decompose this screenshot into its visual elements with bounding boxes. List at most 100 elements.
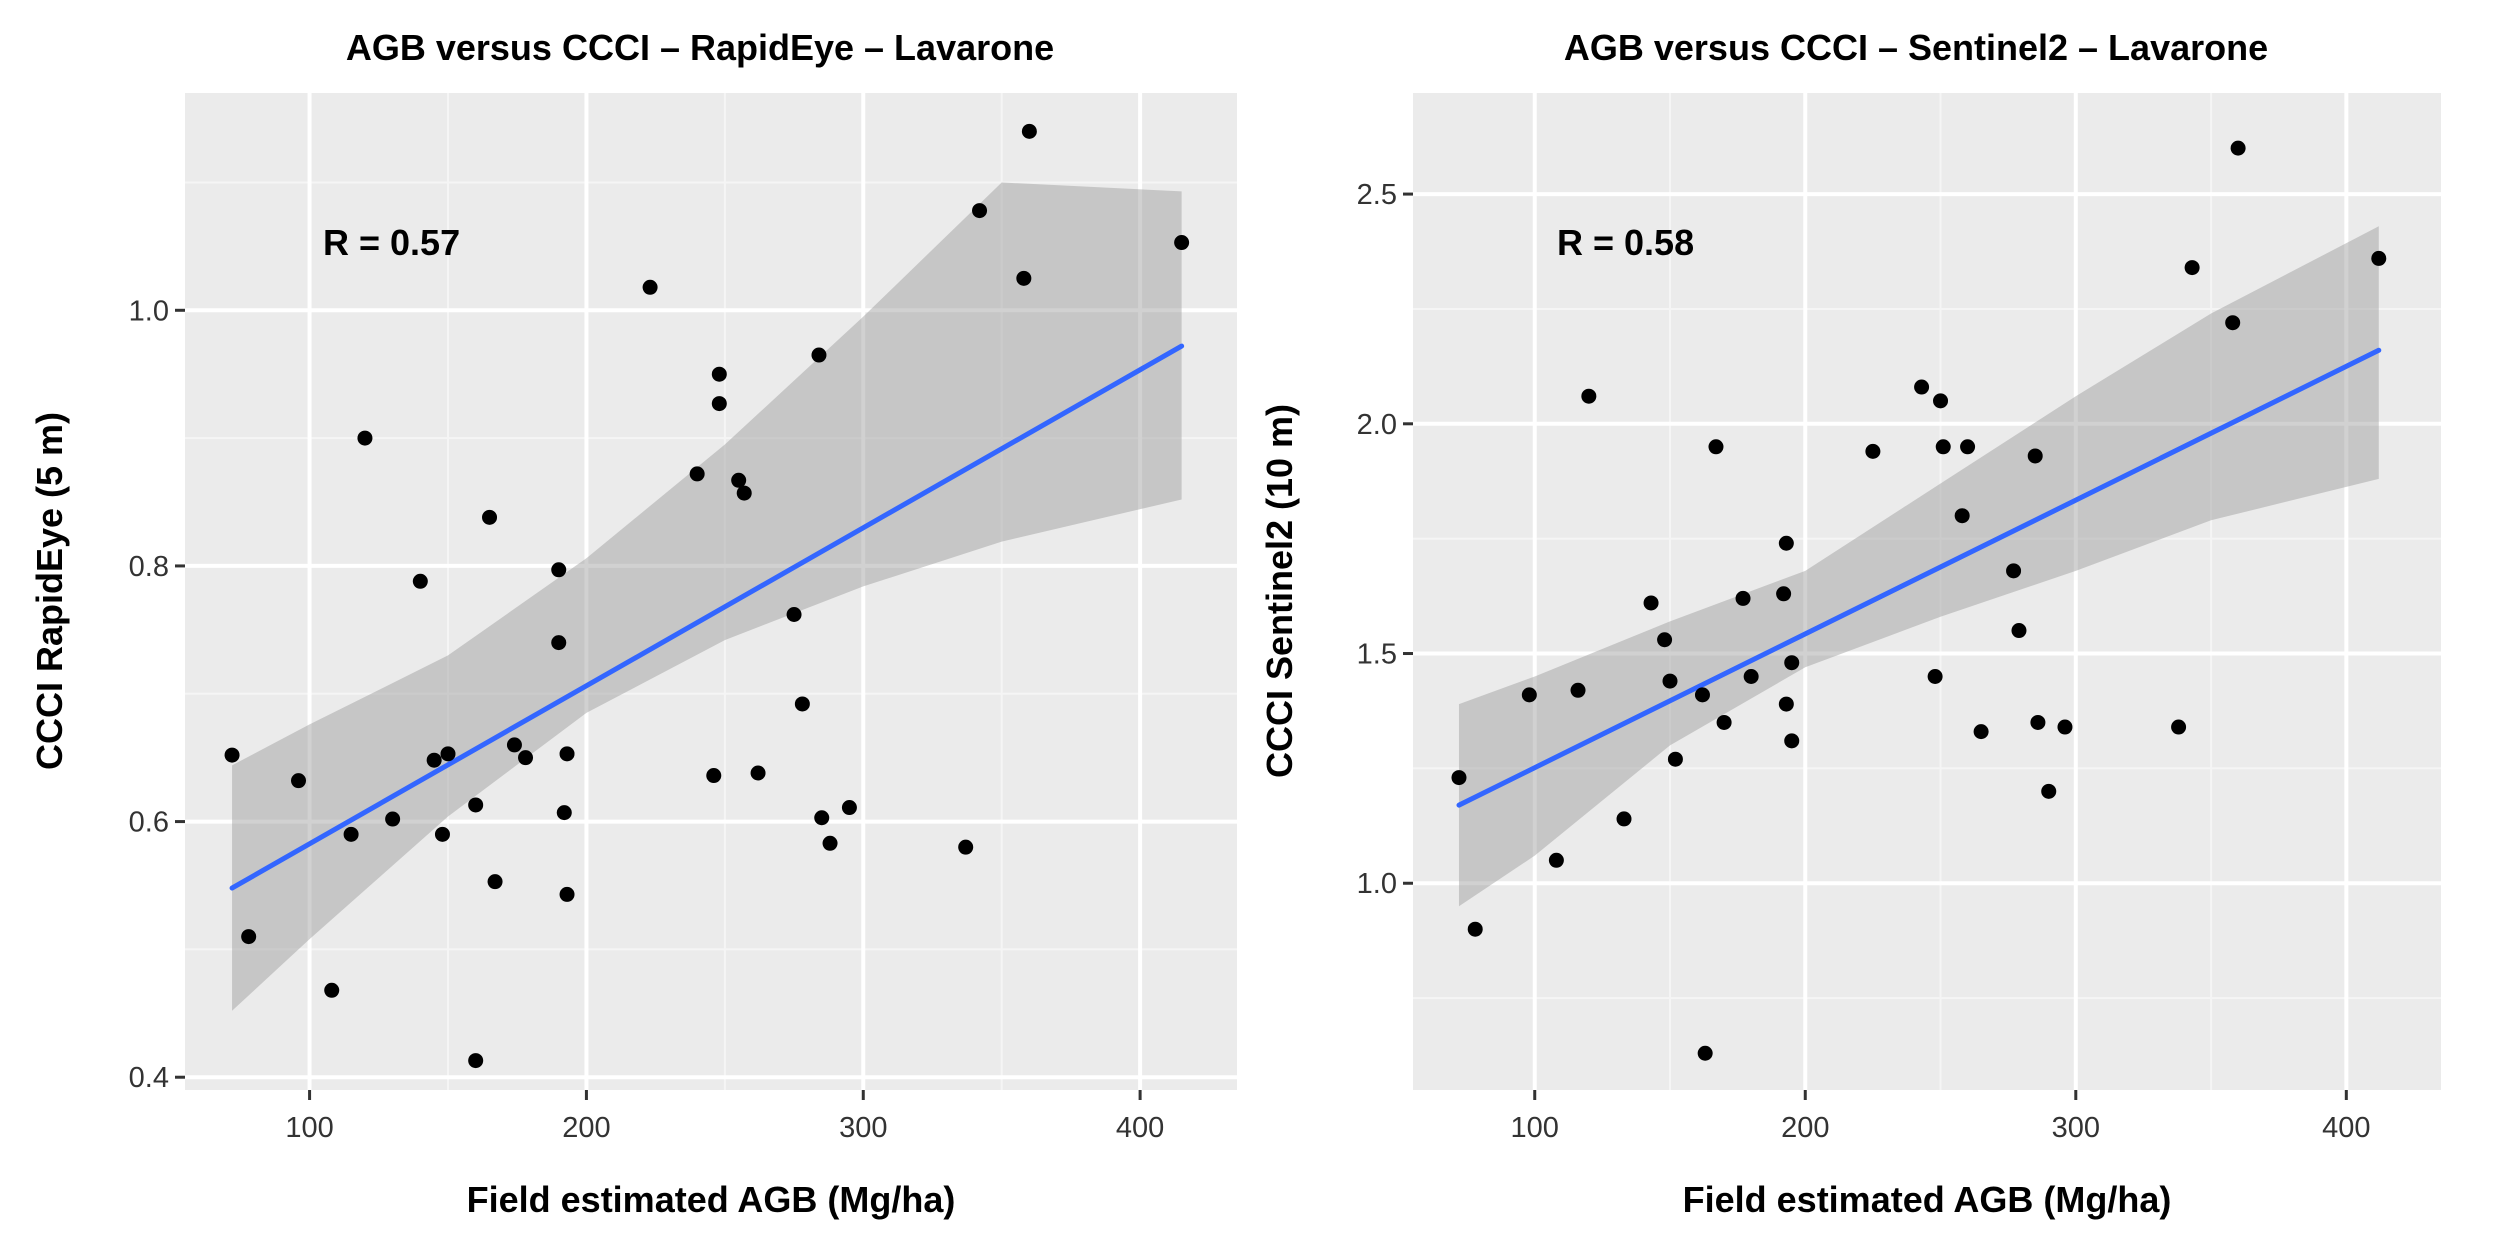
data-point bbox=[2184, 260, 2200, 276]
data-point bbox=[814, 810, 830, 826]
x-tick-label: 400 bbox=[2322, 1112, 2370, 1144]
data-point bbox=[482, 509, 498, 525]
correlation-annotation: R = 0.58 bbox=[1557, 222, 1694, 263]
data-point bbox=[1467, 921, 1483, 937]
data-point bbox=[1935, 439, 1951, 455]
data-point bbox=[1927, 668, 1943, 684]
data-point bbox=[711, 396, 727, 412]
data-point bbox=[343, 826, 359, 842]
data-point bbox=[1616, 811, 1632, 827]
data-point bbox=[487, 874, 503, 890]
correlation-annotation: R = 0.57 bbox=[323, 222, 460, 263]
data-point bbox=[1933, 393, 1949, 409]
data-point bbox=[1581, 388, 1597, 404]
x-tick-label: 200 bbox=[1781, 1112, 1829, 1144]
confidence-band bbox=[1458, 226, 2379, 907]
data-point bbox=[711, 366, 727, 382]
data-point bbox=[958, 839, 974, 855]
data-point bbox=[1954, 508, 1970, 524]
data-point bbox=[1451, 770, 1467, 786]
data-point bbox=[1570, 682, 1586, 698]
data-point bbox=[468, 797, 484, 813]
x-tick-label: 300 bbox=[839, 1112, 887, 1144]
chart-panel-sentinel2: AGB versus CCCI – Sentinel2 – Lavarone R… bbox=[1259, 27, 2441, 1220]
data-point bbox=[1784, 733, 1800, 749]
data-point bbox=[2011, 623, 2027, 639]
data-point bbox=[224, 747, 240, 763]
data-point bbox=[1865, 443, 1881, 459]
data-point bbox=[551, 635, 567, 651]
y-tick-label: 0.6 bbox=[129, 807, 169, 839]
data-point bbox=[1694, 687, 1710, 703]
data-point bbox=[2371, 250, 2387, 266]
y-axis-label: CCCI Sentinel2 (10 m) bbox=[1259, 404, 1300, 778]
data-points bbox=[224, 123, 1190, 1069]
confidence-band-layer bbox=[1458, 226, 2379, 907]
chart-title: AGB versus CCCI – Sentinel2 – Lavarone bbox=[1564, 27, 2268, 68]
data-point bbox=[518, 750, 534, 766]
data-point bbox=[1735, 590, 1751, 606]
data-point bbox=[440, 746, 456, 762]
y-tick-label: 1.5 bbox=[1357, 639, 1397, 671]
data-point bbox=[434, 826, 450, 842]
data-point bbox=[2225, 315, 2241, 331]
gridlines bbox=[1413, 93, 2441, 1090]
data-point bbox=[1548, 852, 1564, 868]
data-point bbox=[385, 811, 401, 827]
data-point bbox=[1174, 235, 1190, 251]
fit-line-layer bbox=[1456, 347, 2382, 808]
y-tick-label: 1.0 bbox=[1357, 868, 1397, 900]
data-point bbox=[786, 607, 802, 623]
data-point bbox=[1667, 751, 1683, 767]
data-point bbox=[2041, 783, 2057, 799]
chart-panel-rapideye: AGB versus CCCI – RapidEye – Lavarone R … bbox=[29, 27, 1237, 1220]
data-point bbox=[1697, 1045, 1713, 1061]
data-point bbox=[1708, 439, 1724, 455]
data-point bbox=[2057, 719, 2073, 735]
data-point bbox=[1643, 595, 1659, 611]
data-point bbox=[689, 466, 705, 482]
data-point bbox=[1521, 687, 1537, 703]
y-tick-label: 0.4 bbox=[129, 1062, 169, 1094]
confidence-band bbox=[232, 182, 1182, 1011]
data-point bbox=[822, 835, 838, 851]
data-point bbox=[811, 347, 827, 363]
data-point bbox=[1776, 586, 1792, 602]
plot-background bbox=[1413, 93, 2441, 1090]
data-point bbox=[1016, 270, 1032, 286]
axis-ticks: 100 200 300 400 0.4 0.6 0.8 1.0 bbox=[129, 295, 1165, 1144]
x-tick-label: 200 bbox=[562, 1112, 610, 1144]
data-point bbox=[1716, 714, 1732, 730]
data-point bbox=[324, 982, 340, 998]
data-point bbox=[972, 203, 988, 219]
data-point bbox=[1021, 123, 1037, 139]
data-point bbox=[559, 886, 575, 902]
chart-title: AGB versus CCCI – RapidEye – Lavarone bbox=[346, 27, 1054, 68]
data-point bbox=[556, 805, 572, 821]
data-point bbox=[841, 800, 857, 816]
data-point bbox=[559, 746, 575, 762]
y-tick-label: 2.5 bbox=[1357, 179, 1397, 211]
x-tick-label: 100 bbox=[1511, 1112, 1559, 1144]
data-point bbox=[551, 562, 567, 578]
data-point bbox=[2027, 448, 2043, 464]
data-points bbox=[1451, 140, 2387, 1061]
data-point bbox=[1778, 535, 1794, 551]
data-point bbox=[241, 929, 257, 945]
x-tick-label: 400 bbox=[1116, 1112, 1164, 1144]
data-point bbox=[706, 768, 722, 784]
data-point bbox=[2006, 563, 2022, 579]
data-point bbox=[1784, 655, 1800, 671]
x-axis-label: Field estimated AGB (Mg/ha) bbox=[1683, 1179, 2172, 1220]
data-point bbox=[2030, 714, 2046, 730]
data-point bbox=[2171, 719, 2187, 735]
data-point bbox=[468, 1053, 484, 1069]
data-point bbox=[357, 430, 373, 446]
data-point bbox=[1662, 673, 1678, 689]
x-tick-label: 300 bbox=[2052, 1112, 2100, 1144]
data-point bbox=[1960, 439, 1976, 455]
data-point bbox=[736, 485, 752, 501]
plot-background bbox=[185, 93, 1237, 1090]
y-axis-label: CCCI RapidEye (5 m) bbox=[29, 412, 70, 770]
